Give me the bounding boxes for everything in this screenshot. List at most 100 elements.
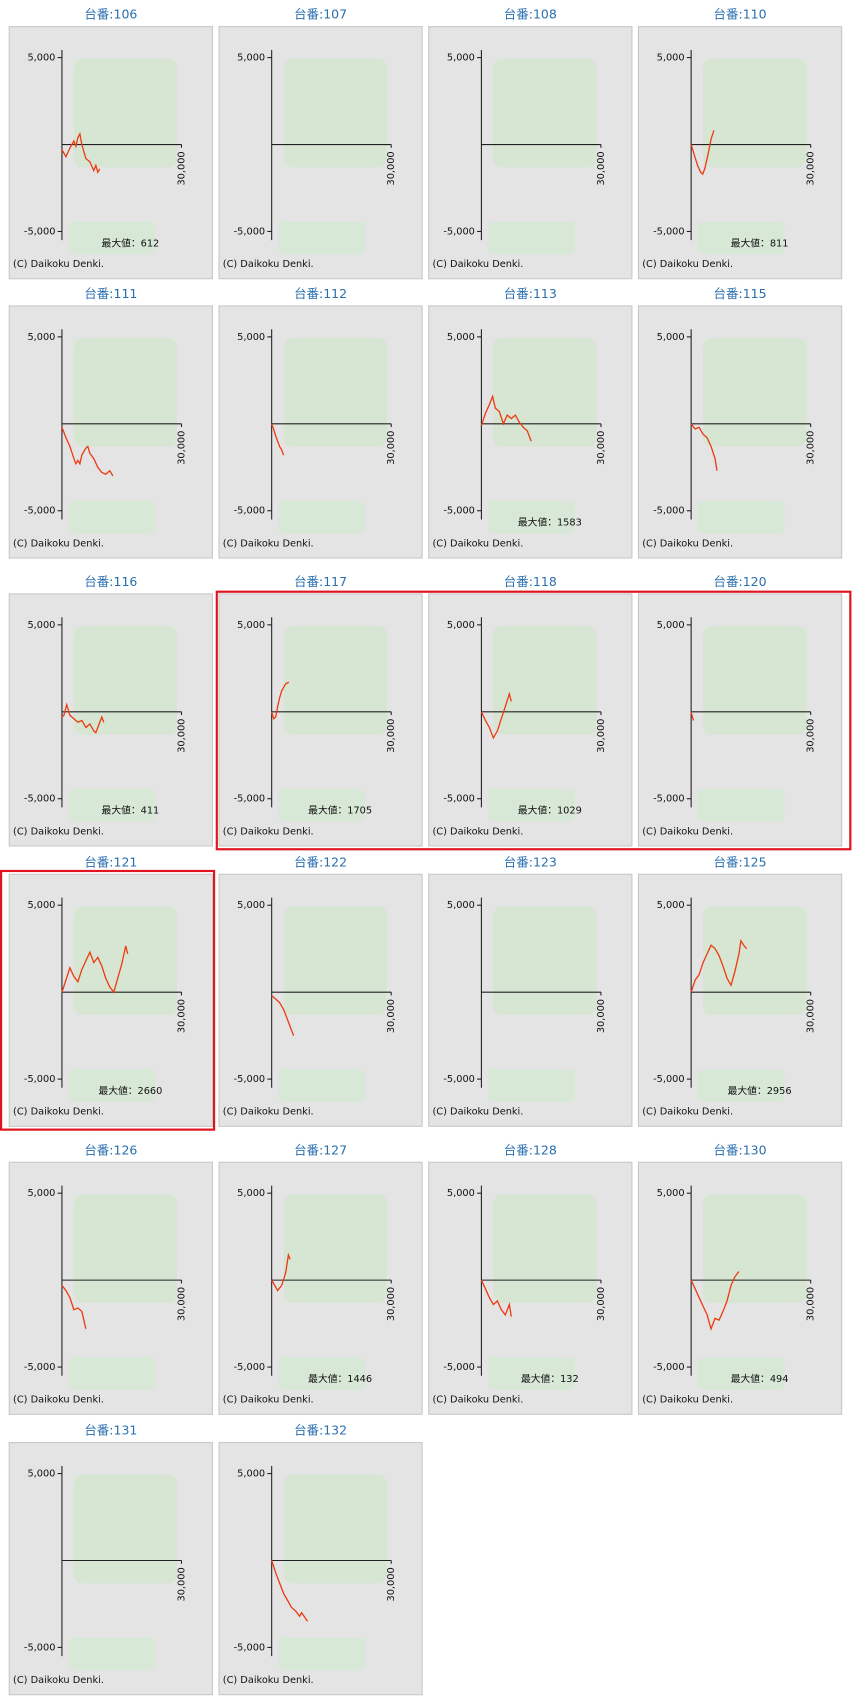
chart-panel: 台番:128 5,000 -5,000 30,000 最大値：132 (C) Daikok…	[428, 1142, 633, 1415]
watermark	[68, 1637, 156, 1671]
data-line	[61, 702, 105, 734]
chart-title: 台番:132	[294, 1423, 347, 1438]
chart-title: 台番:111	[84, 286, 137, 301]
chart-panel: 台番:107 5,000 -5,000 30,000 (C) Daikoku Denki…	[218, 7, 423, 280]
chart-title: 台番:110	[714, 7, 767, 22]
data-line	[690, 130, 715, 176]
data-line	[480, 394, 532, 442]
data-line	[271, 1252, 291, 1292]
max-value-label: 最大値：811	[731, 236, 789, 249]
x-tick-label: 30,000	[386, 1567, 397, 1601]
x-tick-label: 30,000	[806, 999, 817, 1033]
watermark	[68, 788, 156, 822]
x-tick-label: 30,000	[176, 719, 187, 753]
watermark	[493, 625, 597, 735]
y-tick-label: 5,000	[27, 1188, 55, 1199]
y-tick-label: 5,000	[657, 1188, 685, 1199]
data-line	[690, 711, 695, 721]
y-tick-label: 5,000	[237, 332, 265, 343]
y-tick-label: -5,000	[653, 226, 684, 237]
max-value-label: 最大値：1705	[308, 804, 372, 817]
y-tick-label: 5,000	[657, 332, 685, 343]
watermark	[73, 625, 178, 735]
y-tick-label: 5,000	[237, 1188, 265, 1199]
x-tick-label: 30,000	[806, 151, 817, 185]
watermark	[697, 1357, 785, 1390]
y-tick-label: 5,000	[657, 620, 685, 631]
data-line	[480, 1279, 512, 1317]
copyright: (C) Daikoku Denki.	[433, 1395, 524, 1406]
watermark	[493, 906, 597, 1015]
y-tick-label: -5,000	[24, 1362, 55, 1373]
chart-title: 台番:115	[714, 286, 767, 301]
watermark	[68, 221, 156, 255]
y-tick-label: -5,000	[443, 794, 474, 805]
watermark	[73, 1194, 178, 1303]
chart-panel: 台番:130 5,000 -5,000 30,000 最大値：494 (C) Daikok…	[637, 1142, 843, 1415]
chart-title: 台番:116	[84, 574, 137, 589]
copyright: (C) Daikoku Denki.	[642, 1395, 733, 1406]
y-tick-label: -5,000	[443, 1074, 474, 1085]
watermark	[68, 1069, 156, 1102]
watermark	[73, 337, 178, 447]
watermark	[278, 221, 366, 255]
y-tick-label: -5,000	[24, 1642, 55, 1653]
watermark	[493, 58, 597, 168]
copyright: (C) Daikoku Denki.	[13, 826, 104, 837]
watermark	[697, 1069, 785, 1102]
max-value-label: 最大値：1583	[518, 516, 582, 529]
y-tick-label: -5,000	[24, 226, 55, 237]
x-tick-label: 30,000	[596, 719, 607, 753]
y-tick-label: -5,000	[443, 1362, 474, 1373]
chart-title: 台番:118	[504, 574, 557, 589]
chart-panel: 台番:126 5,000 -5,000 30,000 (C) Daikoku Denki…	[8, 1142, 213, 1415]
highlight-box	[0, 869, 216, 1131]
data-line	[271, 423, 285, 456]
max-value-label: 最大値：2660	[98, 1084, 162, 1097]
copyright: (C) Daikoku Denki.	[642, 1107, 733, 1118]
chart-panel: 台番:132 5,000 -5,000 30,000 (C) Daikoku Denki…	[218, 1423, 423, 1696]
watermark	[68, 1357, 156, 1390]
chart-panel: 台番:117 5,000 -5,000 30,000 最大値：1705 (C) Daiko…	[218, 574, 423, 847]
x-tick-label: 30,000	[176, 151, 187, 185]
watermark	[278, 1637, 366, 1671]
y-tick-label: -5,000	[24, 1074, 55, 1085]
copyright: (C) Daikoku Denki.	[223, 259, 314, 270]
chart-panel: 台番:110 5,000 -5,000 30,000 最大値：811 (C) Daikok…	[637, 7, 843, 280]
copyright: (C) Daikoku Denki.	[13, 1395, 104, 1406]
copyright: (C) Daikoku Denki.	[223, 1675, 314, 1686]
copyright: (C) Daikoku Denki.	[642, 259, 733, 270]
watermark	[283, 906, 387, 1015]
y-tick-label: -5,000	[234, 506, 265, 517]
y-tick-label: -5,000	[443, 226, 474, 237]
watermark	[703, 625, 807, 735]
watermark	[283, 337, 387, 447]
x-tick-label: 30,000	[806, 1287, 817, 1321]
watermark	[278, 788, 366, 822]
chart-panel: 台番:131 5,000 -5,000 30,000 (C) Daikoku Denki…	[8, 1423, 213, 1696]
max-value-label: 最大値：411	[102, 804, 160, 817]
x-tick-label: 30,000	[176, 431, 187, 465]
copyright: (C) Daikoku Denki.	[13, 1675, 104, 1686]
watermark	[283, 58, 387, 168]
chart-title: 台番:108	[504, 7, 557, 22]
max-value-label: 最大値：494	[731, 1372, 789, 1385]
max-value-label: 最大値：2956	[728, 1084, 792, 1097]
panels: 台番:106 5,000 -5,000 30,000 最大値：612 (C) Daikok…	[8, 7, 843, 1696]
watermark	[487, 1069, 575, 1102]
chart-title: 台番:122	[294, 854, 347, 869]
chart-title: 台番:112	[294, 286, 347, 301]
chart-panel: 台番:108 5,000 -5,000 30,000 (C) Daikoku Denki…	[428, 7, 633, 280]
copyright: (C) Daikoku Denki.	[433, 259, 524, 270]
x-tick-label: 30,000	[386, 999, 397, 1033]
y-tick-label: -5,000	[234, 226, 265, 237]
chart-title: 台番:130	[714, 1142, 767, 1157]
watermark	[283, 1474, 387, 1584]
watermark	[278, 1357, 366, 1390]
x-tick-label: 30,000	[386, 1287, 397, 1321]
data-line	[271, 1560, 309, 1622]
watermark	[283, 625, 387, 735]
chart-panel: 台番:120 5,000 -5,000 30,000 (C) Daikoku Denki…	[637, 574, 843, 847]
chart-title: 台番:120	[714, 574, 767, 589]
